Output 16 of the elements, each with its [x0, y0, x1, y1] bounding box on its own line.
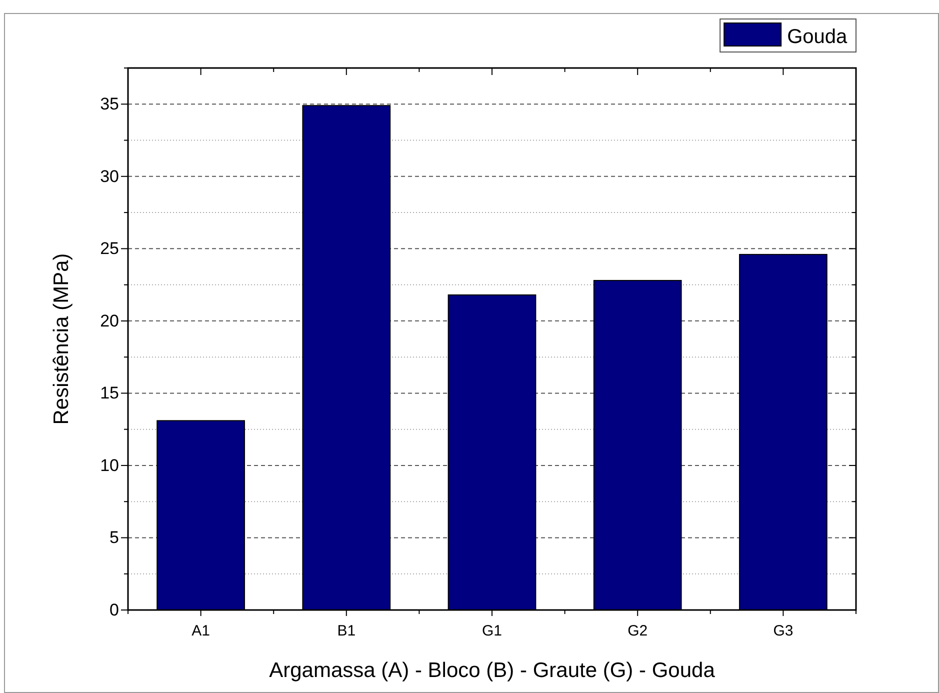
x-tick-label: G3 [773, 622, 794, 640]
x-tick-label: G2 [628, 622, 648, 640]
x-tick-label: B1 [337, 622, 356, 640]
y-tick-label: 15 [100, 384, 119, 403]
x-tick-label: A1 [192, 622, 210, 640]
y-tick-label: 5 [110, 528, 119, 548]
y-tick-label: 20 [100, 311, 119, 330]
y-tick-label: 35 [100, 94, 119, 114]
legend-label: Gouda [787, 26, 848, 48]
y-tick-label: 10 [100, 456, 119, 475]
y-tick-label: 30 [100, 166, 119, 186]
y-tick-label: 0 [110, 600, 119, 620]
y-axis-title: Resistência (MPa) [50, 253, 73, 425]
y-tick-label: 25 [100, 239, 119, 258]
x-tick-label: G1 [482, 622, 502, 640]
x-axis-title: Argamassa (A) - Bloco (B) - Graute (G) - Gouda [269, 659, 716, 682]
